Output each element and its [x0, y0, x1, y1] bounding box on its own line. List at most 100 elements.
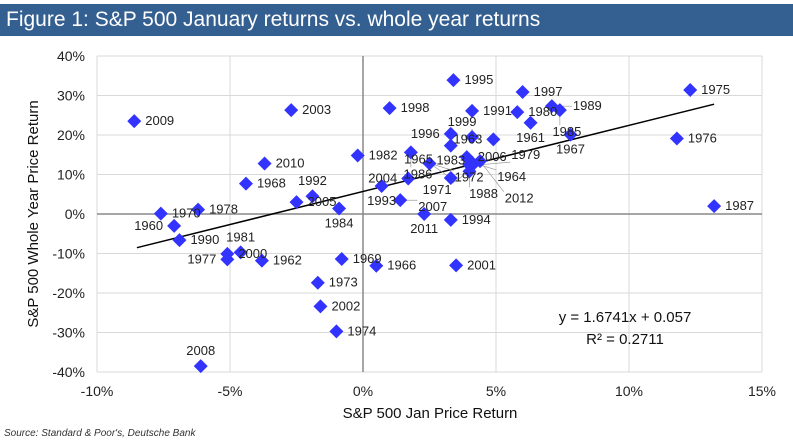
- data-point-1963: [486, 132, 501, 147]
- data-label-2012: 2012: [505, 191, 534, 206]
- x-tick-label: 10%: [615, 383, 643, 399]
- data-label-2002: 2002: [331, 298, 360, 313]
- data-label-1986: 1986: [403, 166, 432, 181]
- x-tick-label: 5%: [486, 383, 506, 399]
- data-label-2007: 2007: [418, 199, 447, 214]
- data-label-2008: 2008: [186, 343, 215, 358]
- data-label-1973: 1973: [329, 275, 358, 290]
- data-label-1977: 1977: [187, 251, 216, 266]
- x-tick-label: -10%: [81, 383, 114, 399]
- data-point-1977: [220, 252, 235, 267]
- data-label-1961: 1961: [516, 130, 545, 145]
- trendline-group: [136, 103, 715, 249]
- data-label-1988: 1988: [469, 186, 498, 201]
- data-point-1960: [167, 218, 182, 233]
- x-tick-label: 15%: [748, 383, 776, 399]
- data-point-1975: [683, 82, 698, 97]
- data-point-2005: [289, 195, 304, 210]
- data-label-1989: 1989: [573, 98, 602, 113]
- data-label-1987: 1987: [725, 198, 754, 213]
- data-label-1983: 1983: [436, 153, 465, 168]
- data-point-1980: [510, 105, 525, 120]
- data-label-2005: 2005: [308, 194, 337, 209]
- data-label-1970: 1970: [172, 206, 201, 221]
- data-label-1960: 1960: [134, 218, 163, 233]
- r-squared: R² = 0.2711: [586, 331, 664, 348]
- data-point-1984: [332, 201, 347, 216]
- data-label-1962: 1962: [273, 253, 302, 268]
- data-point-1970: [153, 206, 168, 221]
- data-label-2001: 2001: [467, 257, 496, 272]
- data-point-2002: [313, 299, 328, 314]
- data-label-1964: 1964: [497, 169, 526, 184]
- data-point-1965: [443, 171, 458, 186]
- data-point-1969: [334, 252, 349, 267]
- data-label-1995: 1995: [464, 72, 493, 87]
- y-axis-title: S&P 500 Whole Year Price Return: [25, 100, 42, 327]
- data-point-1982: [350, 148, 365, 163]
- data-label-1967: 1967: [556, 142, 585, 157]
- data-label-1991: 1991: [483, 103, 512, 118]
- points-group: [127, 73, 722, 374]
- data-label-1981: 1981: [226, 229, 255, 244]
- data-label-1998: 1998: [401, 100, 430, 115]
- x-axis-title: S&P 500 Jan Price Return: [343, 405, 518, 422]
- data-label-1996: 1996: [411, 126, 440, 141]
- data-label-1972: 1972: [455, 170, 484, 185]
- trendline-equation: y = 1.6741x + 0.057: [559, 309, 692, 326]
- data-point-1968: [238, 176, 253, 191]
- data-point-2001: [449, 258, 464, 273]
- data-point-2010: [257, 156, 272, 171]
- data-point-1994: [443, 212, 458, 227]
- y-tick-label: 30%: [57, 88, 85, 104]
- y-tick-label: 20%: [57, 127, 85, 143]
- data-point-2009: [127, 114, 142, 129]
- data-label-2000: 2000: [238, 246, 267, 261]
- data-point-1986: [403, 145, 418, 160]
- data-point-1976: [669, 131, 684, 146]
- data-label-1984: 1984: [325, 215, 354, 230]
- data-label-1997: 1997: [534, 84, 563, 99]
- data-point-2011: [417, 207, 432, 221]
- data-point-1995: [446, 73, 461, 88]
- data-label-2011: 2011: [410, 221, 438, 236]
- data-point-1991: [465, 103, 480, 118]
- data-point-2003: [284, 103, 299, 118]
- data-point-1981: [233, 245, 248, 260]
- data-point-2004: [401, 171, 416, 186]
- data-point-1990: [172, 233, 187, 248]
- data-point-1992: [305, 189, 320, 204]
- data-point-2007: [393, 193, 408, 208]
- data-point-1962: [254, 253, 269, 268]
- data-point-1974: [329, 324, 344, 339]
- data-point-1996: [443, 126, 458, 141]
- data-point-1971: [462, 164, 477, 179]
- data-label-1979: 1979: [511, 147, 540, 162]
- source-note: Source: Standard & Poor's, Deutsche Bank: [4, 428, 196, 439]
- y-tick-label: 40%: [57, 48, 85, 64]
- data-point-2008: [193, 359, 208, 374]
- data-point-1967: [563, 127, 578, 142]
- data-label-1990: 1990: [190, 232, 219, 247]
- x-tick-label: 0%: [353, 383, 373, 399]
- data-label-1999: 1999: [448, 114, 477, 129]
- point-labels-group: 1995 1997 1975 1998 2003 1991 1980 1989 1985 1961…: [134, 72, 754, 358]
- data-label-2004: 2004: [368, 170, 397, 185]
- data-label-1978: 1978: [209, 202, 238, 217]
- data-label-2003: 2003: [302, 102, 331, 117]
- data-point-1961: [523, 115, 538, 130]
- data-point-1983: [443, 138, 458, 153]
- tick-labels-group: -10% -5% 0% 5% 10% 15% -40% -30% -20% -10% 0% 10% 20…: [52, 48, 776, 399]
- data-label-2006: 2006: [478, 149, 507, 164]
- data-point-1972: [422, 156, 437, 171]
- data-point-1985: [552, 103, 567, 118]
- data-point-2012: [473, 154, 488, 169]
- data-point-1978: [191, 202, 206, 217]
- data-point-1973: [310, 275, 325, 290]
- data-point-1966: [369, 258, 384, 273]
- y-tick-label: -30%: [52, 325, 85, 341]
- trendline: [136, 103, 715, 249]
- data-label-1963: 1963: [453, 131, 482, 146]
- data-label-1982: 1982: [369, 148, 398, 163]
